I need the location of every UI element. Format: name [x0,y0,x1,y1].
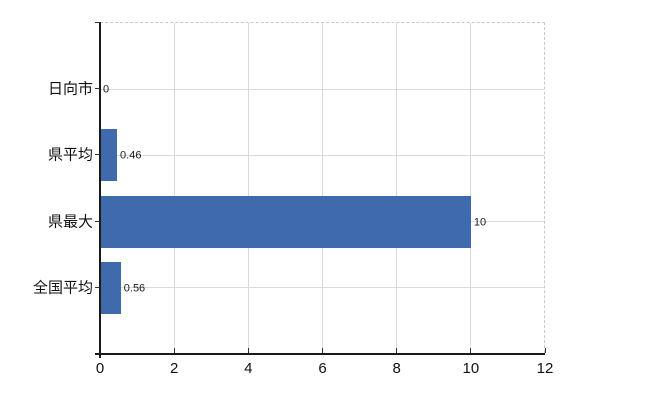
bar [100,129,118,182]
plot-area: 0 0.46 10 0.56 [100,22,545,353]
x-tick-mark [247,348,249,353]
category-label: 日向市 [47,80,93,98]
x-tick-label: 6 [318,360,327,377]
vertical-gridline [322,23,323,353]
bar [100,195,471,248]
x-tick-mark [544,348,546,353]
vertical-gridline [173,23,175,353]
bar [100,261,121,314]
bar-value-label: 0.56 [123,282,146,295]
x-tick-label: 2 [169,360,179,377]
x-tick-label: 12 [536,360,554,377]
y-tick-mark [95,154,100,156]
y-tick-mark [95,220,100,222]
x-tick-label: 0 [95,360,105,377]
bar-value-label: 0.46 [120,149,142,162]
bar-value-label: 10 [473,216,487,229]
y-axis-line [99,22,101,358]
y-tick-mark [95,286,100,288]
horizontal-gridline [100,88,544,90]
x-tick-label: 8 [392,360,401,377]
vertical-gridline [470,23,472,353]
x-tick-label: 10 [462,360,480,377]
horizontal-gridline [100,287,544,289]
y-tick-mark [95,22,100,23]
vertical-gridline [396,23,398,353]
category-label: 県平均 [47,146,93,164]
y-tick-mark [95,88,100,90]
x-axis-line [95,353,545,355]
x-tick-mark [322,348,323,353]
horizontal-gridline [100,154,544,156]
x-tick-mark [173,348,175,353]
x-tick-label: 4 [244,360,253,377]
category-label: 県最大 [47,213,93,231]
vertical-gridline [247,23,249,353]
x-tick-mark [470,348,472,353]
x-tick-mark [396,348,398,353]
bar-value-label: 0 [103,83,110,96]
category-label: 全国平均 [32,279,93,297]
